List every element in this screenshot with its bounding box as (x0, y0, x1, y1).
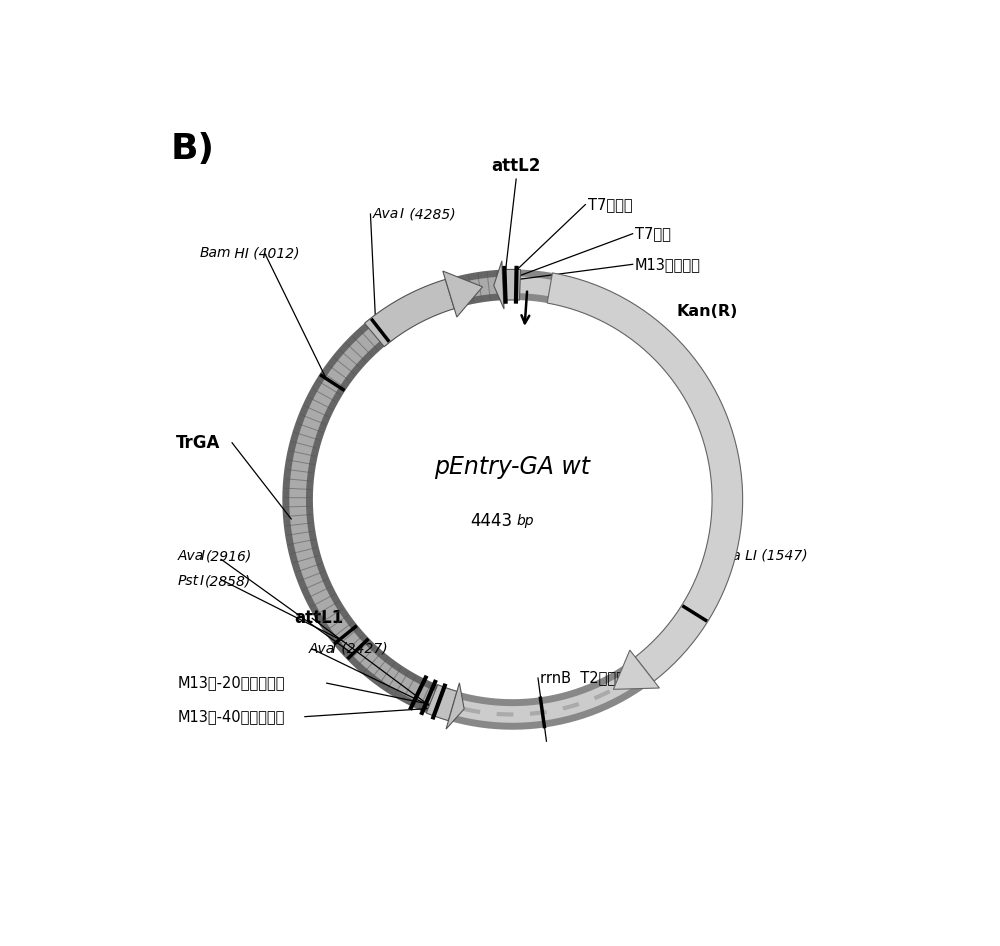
Text: rrnB  T2转录终止子: rrnB T2转录终止子 (540, 671, 643, 686)
Text: B): B) (170, 131, 214, 166)
Text: TrGA: TrGA (176, 434, 220, 452)
Text: (2427): (2427) (337, 642, 388, 656)
Polygon shape (613, 650, 659, 690)
Text: attL1: attL1 (294, 609, 343, 627)
Text: M13反向引物: M13反向引物 (635, 256, 701, 272)
Text: T7引物: T7引物 (635, 226, 671, 241)
Text: Kan(R): Kan(R) (676, 305, 738, 319)
Polygon shape (502, 270, 521, 300)
Text: Ava: Ava (373, 207, 399, 221)
Text: I: I (400, 207, 404, 221)
Text: I: I (332, 642, 336, 656)
Text: T7启动子: T7启动子 (588, 197, 632, 212)
Text: (2916): (2916) (206, 550, 252, 564)
Text: Bam: Bam (199, 246, 231, 260)
Text: Ava: Ava (177, 550, 204, 564)
Text: I: I (201, 550, 205, 564)
Polygon shape (547, 272, 743, 681)
Text: M13（-40）正向引物: M13（-40）正向引物 (177, 710, 285, 724)
Text: attL2: attL2 (491, 157, 541, 175)
Text: I: I (200, 574, 204, 588)
Text: Ava: Ava (309, 642, 335, 656)
Text: 4443: 4443 (470, 513, 512, 531)
Polygon shape (443, 272, 483, 317)
Polygon shape (365, 279, 454, 346)
Polygon shape (426, 685, 457, 721)
Text: Pst: Pst (177, 574, 199, 588)
Text: (4285): (4285) (405, 207, 455, 221)
Polygon shape (494, 261, 504, 309)
Text: M13（-20）正向引物: M13（-20）正向引物 (177, 675, 285, 691)
Text: (2858): (2858) (205, 574, 251, 588)
Text: bp: bp (516, 515, 534, 529)
Polygon shape (446, 683, 464, 729)
Text: pEntry-GA wt: pEntry-GA wt (434, 455, 590, 479)
Text: Apa LI (1547): Apa LI (1547) (715, 550, 809, 564)
Text: HI (4012): HI (4012) (230, 246, 299, 260)
